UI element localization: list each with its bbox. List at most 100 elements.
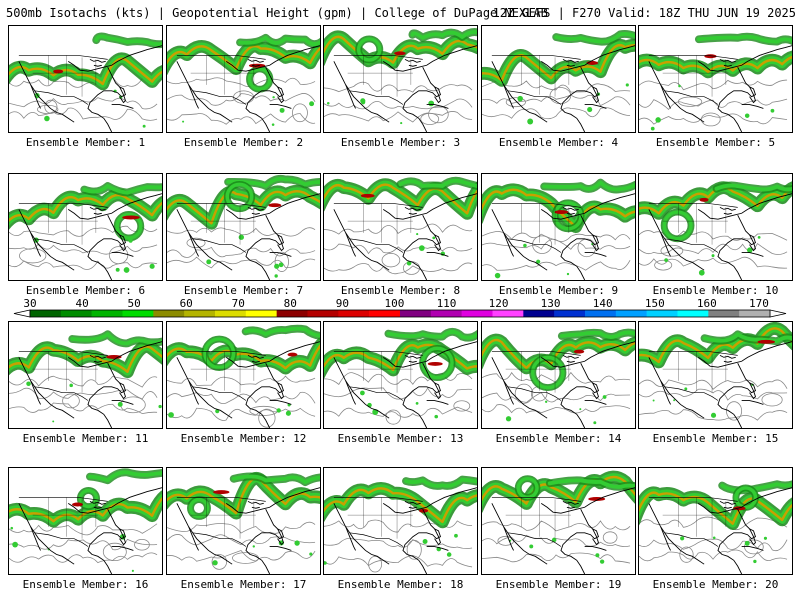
jet-stream-isotachs [482,470,635,564]
colorbar-swatch [215,310,247,317]
colorbar-tick-label: 80 [284,297,297,310]
colorbar-swatch [677,310,709,317]
height-contours [482,231,631,271]
coastlines-borders [491,487,635,574]
ensemble-member-label: Ensemble Member: 16 [22,578,149,591]
colorbar-swatch [338,310,370,317]
coastlines-borders [333,45,477,132]
ensemble-member-label: Ensemble Member: 1 [25,136,146,149]
jet-stream-isotachs [639,480,792,564]
ensemble-member-label: Ensemble Member: 9 [498,284,619,297]
coastlines-borders [176,45,320,132]
ensemble-member-map [166,467,321,575]
ensemble-member-map [638,321,793,429]
jet-stream-isotachs [639,322,792,418]
colorbar-swatch [307,310,339,317]
coastlines-borders [176,193,320,280]
jet-stream-isotachs [482,328,635,425]
height-contours [9,523,158,564]
ensemble-member-map [638,173,793,281]
jet-stream-isotachs [9,330,162,423]
ensemble-member-map [8,25,163,133]
colorbar-swatch [122,310,154,317]
colorbar-swatch [430,310,462,317]
jet-stream-isotachs [167,324,320,418]
ensemble-member-map [166,173,321,281]
colorbar-swatch [646,310,678,317]
coastlines-borders [176,487,320,574]
ensemble-member-label: Ensemble Member: 4 [498,136,619,149]
ensemble-member-label: Ensemble Member: 5 [655,136,776,149]
ensemble-member-map [8,173,163,281]
coastlines-borders [491,341,635,428]
ensemble-member-label: Ensemble Member: 6 [25,284,146,297]
ensemble-member-map [638,25,793,133]
ensemble-member-label: Ensemble Member: 14 [495,432,622,445]
wind-speed-colorbar: 30 40 50 60 70 80 90 100 110 120 130 140 150 160 170 [12,296,788,322]
colorbar-swatch [492,310,524,317]
colorbar-tick-label: 70 [232,297,245,310]
colorbar-swatch [585,310,617,317]
coastlines-borders [491,45,635,132]
colorbar-tick-label: 50 [127,297,140,310]
ensemble-member-map [638,467,793,575]
colorbar-swatch [554,310,586,317]
colorbar-frame [29,309,771,318]
jet-stream-isotachs [167,174,320,278]
ensemble-member-map [166,25,321,133]
ensemble-member-label: Ensemble Member: 15 [652,432,779,445]
height-contours [167,521,316,570]
colorbar-swatch [708,310,740,317]
height-contours [9,76,158,121]
header-title-right: 12Z GEFS | F270 Valid: 18Z THU JUN 19 20… [492,6,796,20]
header-title-left: 500mb Isotachs (kts) | Geopotential Heig… [6,6,548,20]
height-contours [167,227,316,272]
ensemble-member-label: Ensemble Member: 20 [652,578,779,591]
jet-stream-isotachs [324,28,477,125]
colorbar-swatch [91,310,123,317]
colorbar-swatch [30,310,62,317]
jet-stream-isotachs [482,30,635,125]
ensemble-member-label: Ensemble Member: 18 [337,578,464,591]
height-contours [639,379,788,421]
jet-stream-isotachs [482,178,635,279]
ensemble-member-label: Ensemble Member: 19 [495,578,622,591]
coastlines-borders [648,487,792,574]
colorbar-tick-label: 30 [23,297,36,310]
ensemble-member-map [481,321,636,429]
jet-stream-isotachs [324,176,477,266]
height-contours [324,372,473,425]
jet-stream-isotachs [324,327,477,419]
ensemble-member-map [8,321,163,429]
ensemble-member-label: Ensemble Member: 11 [22,432,149,445]
colorbar-tick-label: 150 [645,297,665,310]
header: 500mb Isotachs (kts) | Geopotential Heig… [6,4,796,22]
jet-stream-isotachs [639,32,792,131]
colorbar-tick-label: 40 [75,297,88,310]
colorbar-tick-label: 60 [180,297,193,310]
colorbar-swatch [276,310,308,317]
jet-stream-isotachs [167,472,320,566]
colorbar-tick-label: 130 [541,297,561,310]
ensemble-member-map [323,173,478,281]
height-contours [324,223,473,275]
coastlines-borders [18,341,162,428]
colorbar-swatch [523,310,555,317]
ensemble-member-map [323,321,478,429]
colorbar-swatch [461,310,493,317]
jet-stream-isotachs [9,468,162,572]
ensemble-member-label: Ensemble Member: 8 [340,284,461,297]
height-contours [9,225,158,270]
colorbar-swatch [400,310,432,317]
coastlines-borders [18,487,162,574]
colorbar-tick-label: 170 [749,297,769,310]
colorbar-tick-label: 100 [384,297,404,310]
colorbar-swatch [369,310,401,317]
coastlines-borders [333,341,477,428]
height-contours [324,81,473,125]
height-contours [639,79,788,127]
colorbar-right-arrow [769,309,787,318]
jet-stream-isotachs [167,33,320,126]
ensemble-member-map [323,25,478,133]
ensemble-member-map [481,25,636,133]
